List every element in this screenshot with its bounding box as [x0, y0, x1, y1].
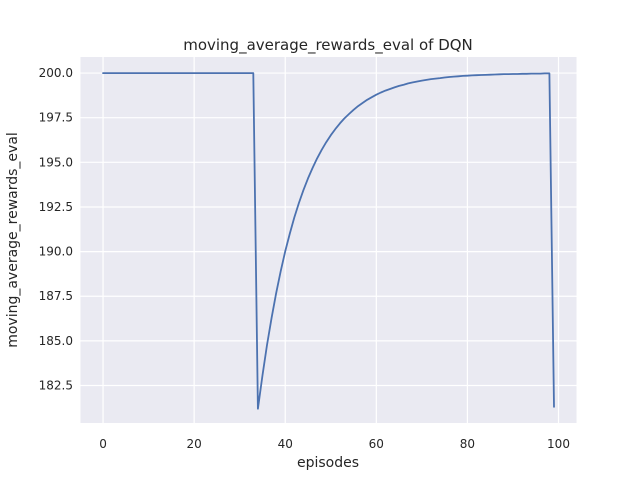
y-tick-label: 190.0	[39, 245, 73, 259]
y-tick-label: 197.5	[39, 111, 73, 125]
reward-line	[102, 72, 555, 410]
chart-title: moving_average_rewards_eval of DQN	[183, 36, 473, 55]
y-tick-label: 195.0	[39, 155, 73, 169]
x-tick-label: 0	[99, 437, 107, 451]
x-tick-label: 60	[369, 437, 384, 451]
y-tick-label: 182.5	[39, 379, 73, 393]
x-tick-label: 40	[278, 437, 293, 451]
y-tick-label: 185.0	[39, 334, 73, 348]
y-tick-labels: 182.5 185.0 187.5 190.0 192.5 195.0 197.5 200.0	[39, 66, 73, 392]
plot-background	[80, 57, 577, 423]
y-axis-label: moving_average_rewards_eval	[5, 132, 21, 348]
x-tick-label: 20	[186, 437, 201, 451]
x-tick-label: 80	[460, 437, 475, 451]
y-tick-label: 187.5	[39, 289, 73, 303]
y-tick-label: 192.5	[39, 200, 73, 214]
x-tick-label: 100	[547, 437, 570, 451]
x-axis-label: episodes	[297, 455, 359, 471]
y-tick-label: 200.0	[39, 66, 73, 80]
x-tick-labels: 0 20 40 60 80 100	[99, 437, 570, 451]
